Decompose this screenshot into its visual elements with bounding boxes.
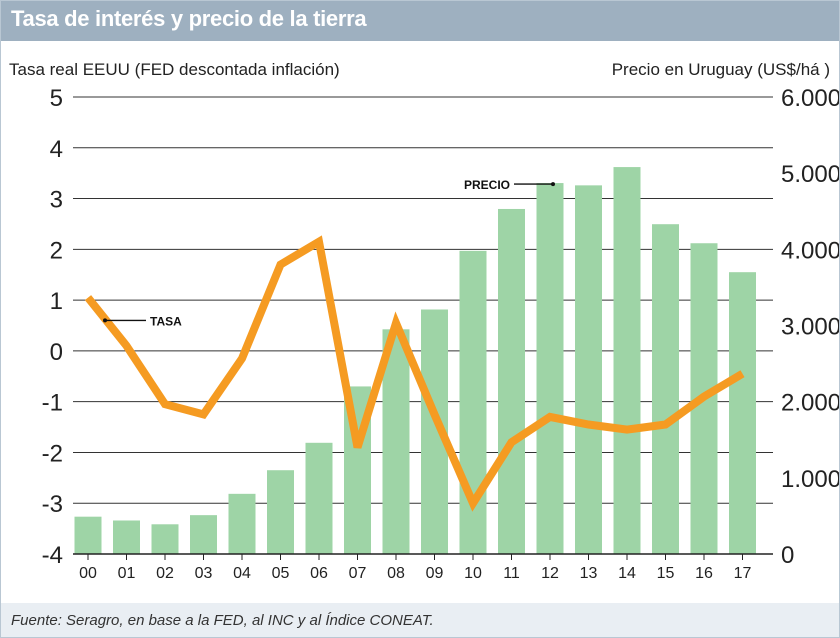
right-axis-title: Precio en Uruguay (US$/há ) — [612, 60, 830, 79]
right-tick-label: 1.000 — [781, 466, 839, 493]
bar-precio — [652, 224, 679, 554]
bar-precio — [190, 515, 217, 554]
x-tick-label: 14 — [618, 565, 636, 582]
left-tick-label: -2 — [42, 440, 63, 467]
bar-precio — [267, 470, 294, 554]
title-bar: Tasa de interés y precio de la tierra — [1, 1, 839, 41]
annotation-layer: TASA PRECIO — [103, 178, 555, 328]
x-tick-label: 06 — [310, 565, 328, 582]
right-tick-label: 6.000 — [781, 85, 839, 112]
axis-layer: Tasa real EEUU (FED descontada inflación… — [9, 60, 839, 582]
left-tick-label: -4 — [42, 542, 63, 569]
bar-precio — [729, 272, 756, 554]
bar-precio — [498, 208, 525, 554]
tasa-leader-dot — [103, 318, 107, 323]
bar-precio — [382, 329, 410, 554]
left-tick-label: -3 — [42, 491, 63, 518]
x-tick-label: 15 — [657, 565, 675, 582]
x-tick-label: 08 — [387, 565, 405, 582]
x-tick-label: 11 — [503, 565, 520, 582]
chart-area: Tasa real EEUU (FED descontada inflación… — [9, 60, 839, 582]
precio-label: PRECIO — [464, 178, 510, 192]
x-tick-label: 00 — [79, 565, 97, 582]
right-tick-label: 0 — [781, 542, 794, 569]
bar-precio — [74, 516, 102, 554]
x-tick-label: 03 — [195, 565, 213, 582]
right-tick-label: 5.000 — [781, 161, 839, 188]
footer: Fuente: Seragro, en base a la FED, al IN… — [1, 603, 839, 637]
bar-precio — [613, 167, 641, 554]
x-tick-label: 10 — [464, 565, 482, 582]
right-tick-label: 4.000 — [781, 237, 839, 264]
x-tick-label: 09 — [426, 565, 444, 582]
chart-title: Tasa de interés y precio de la tierra — [11, 6, 367, 31]
right-tick-label: 3.000 — [781, 314, 839, 341]
x-tick-label: 17 — [734, 565, 752, 582]
x-tick-label: 01 — [118, 565, 136, 582]
x-tick-label: 05 — [272, 565, 290, 582]
left-tick-label: 1 — [50, 288, 63, 315]
left-tick-label: 3 — [50, 187, 63, 214]
left-tick-label: 5 — [50, 85, 63, 112]
line-tasa — [84, 235, 745, 512]
line-layer — [84, 235, 745, 512]
bar-precio — [536, 183, 564, 554]
bar-layer — [74, 167, 756, 555]
left-tick-label: 4 — [50, 136, 63, 163]
tasa-label: TASA — [150, 314, 182, 328]
bar-precio — [575, 185, 602, 554]
left-tick-label: 0 — [50, 339, 63, 366]
left-tick-label: 2 — [50, 237, 63, 264]
precio-leader-dot — [551, 182, 555, 187]
left-tick-label: -1 — [42, 390, 63, 417]
left-axis-title: Tasa real EEUU (FED descontada inflación… — [9, 60, 340, 79]
bar-precio — [113, 520, 140, 554]
bar-precio — [151, 524, 179, 554]
x-tick-label: 04 — [233, 565, 251, 582]
x-tick-label: 07 — [349, 565, 367, 582]
x-tick-label: 12 — [541, 565, 559, 582]
x-tick-label: 02 — [156, 565, 174, 582]
source-note: Fuente: Seragro, en base a la FED, al IN… — [11, 612, 434, 629]
bar-precio — [228, 493, 256, 554]
right-tick-label: 2.000 — [781, 390, 839, 417]
x-tick-label: 13 — [580, 565, 598, 582]
bar-precio — [305, 442, 333, 554]
x-tick-label: 16 — [695, 565, 713, 582]
